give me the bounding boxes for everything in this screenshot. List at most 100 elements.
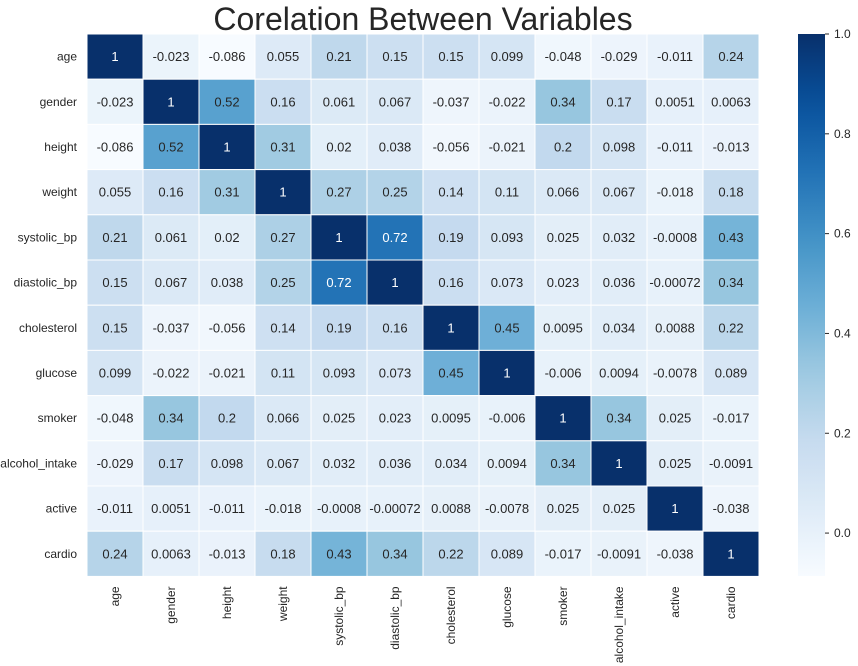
row-label: alcohol_intake: [0, 456, 77, 470]
heatmap-cell: [198, 395, 256, 442]
colorbar-gradient: [798, 34, 825, 576]
heatmap-cell: [86, 304, 144, 351]
heatmap-cell: [142, 33, 200, 80]
heatmap-cell: [590, 33, 648, 80]
cell-value-label: -0.017: [545, 546, 582, 561]
cell-value-label: 0.45: [494, 320, 519, 335]
cell-value-label: -0.011: [209, 501, 245, 516]
heatmap-cell: [478, 259, 536, 306]
cell-value-label: -0.086: [97, 140, 134, 155]
cell-value-label: 0.067: [379, 94, 412, 109]
cell-value-label: 0.25: [382, 185, 407, 200]
cell-value-label: 1: [279, 185, 286, 200]
column-label: weight: [276, 586, 290, 622]
heatmap-cell: [86, 33, 144, 80]
heatmap-cell: [646, 395, 704, 442]
heatmap-cell: [422, 123, 480, 171]
heatmap-cell: [590, 349, 648, 397]
heatmap-cell: [702, 349, 760, 397]
cell-value-label: -0.056: [433, 140, 470, 155]
cell-value-label: 0.17: [158, 456, 183, 471]
heatmap-cell: [366, 440, 424, 487]
heatmap-cell: [534, 304, 592, 351]
cell-value-label: 0.34: [718, 275, 743, 290]
cell-value-label: 0.098: [603, 140, 636, 155]
heatmap-cell: [198, 169, 256, 216]
cell-value-label: -0.048: [545, 49, 582, 64]
cell-value-label: 0.2: [554, 140, 572, 155]
heatmap-cell: [86, 78, 144, 125]
cell-value-label: 0.24: [718, 49, 743, 64]
cell-value-label: 0.067: [267, 456, 300, 471]
cell-value-label: -0.056: [209, 320, 246, 335]
heatmap-cell: [534, 169, 592, 216]
cell-value-label: -0.013: [209, 546, 246, 561]
cell-value-label: 0.72: [382, 230, 407, 245]
heatmap-cell: [534, 349, 592, 397]
cell-value-label: -0.021: [489, 140, 526, 155]
cell-value-label: 0.025: [547, 501, 580, 516]
cell-value-label: 0.16: [270, 94, 295, 109]
heatmap-cell: [310, 440, 368, 487]
cell-value-label: -0.037: [153, 320, 190, 335]
cell-value-label: 0.038: [211, 275, 244, 290]
row-label: gender: [40, 95, 77, 109]
cell-value-label: 0.02: [214, 230, 239, 245]
heatmap-cell: [590, 169, 648, 216]
cell-value-label: 0.025: [659, 456, 692, 471]
cell-value-label: 1: [727, 546, 734, 561]
cell-value-label: 0.45: [438, 366, 463, 381]
heatmap-cell: [422, 349, 480, 397]
heatmap-cell: [590, 78, 648, 125]
heatmap-cell: [198, 214, 256, 261]
cell-value-label: -0.006: [545, 366, 582, 381]
cell-value-label: 0.099: [99, 366, 132, 381]
heatmap-cell: [702, 485, 760, 532]
heatmap-cell: [702, 259, 760, 306]
heatmap-cell: [702, 169, 760, 216]
cell-value-label: 0.098: [211, 456, 244, 471]
cell-value-label: 0.023: [379, 411, 412, 426]
cell-value-label: 0.0051: [151, 501, 191, 516]
cell-value-label: 0.22: [438, 546, 463, 561]
heatmap-cell: [702, 123, 760, 171]
cell-value-label: 0.43: [326, 546, 351, 561]
cell-value-label: -0.022: [489, 94, 526, 109]
heatmap-cell: [366, 349, 424, 397]
heatmap-cell: [310, 395, 368, 442]
cell-value-label: 1: [671, 501, 678, 516]
cell-value-label: 1: [615, 456, 622, 471]
heatmap-cell: [198, 259, 256, 306]
heatmap-cell: [702, 214, 760, 261]
heatmap-cell: [142, 395, 200, 442]
cell-value-label: 0.27: [326, 185, 351, 200]
cell-value-label: 0.089: [491, 546, 524, 561]
heatmap-cell: [254, 530, 312, 577]
cell-value-label: 1: [111, 49, 118, 64]
column-labels: age gender height weight systolic_bp diastoli…: [108, 586, 738, 663]
cell-value-label: 0.43: [718, 230, 743, 245]
heatmap-cell: [310, 169, 368, 216]
column-label: smoker: [556, 586, 570, 625]
cell-value-label: -0.018: [657, 185, 694, 200]
cell-value-label: -0.037: [433, 94, 470, 109]
chart-title: Corelation Between Variables: [213, 1, 633, 37]
column-label: cholesterol: [444, 586, 458, 644]
heatmap-cell: [366, 214, 424, 261]
cell-value-label: -0.038: [713, 501, 750, 516]
heatmap-cell: [86, 123, 144, 171]
cell-value-label: 0.16: [438, 275, 463, 290]
cell-value-label: 0.19: [326, 320, 351, 335]
cell-value-label: 0.0094: [599, 366, 639, 381]
cell-value-label: 0.034: [603, 320, 636, 335]
cell-value-label: 0.21: [326, 49, 351, 64]
cell-value-label: 0.0063: [151, 546, 191, 561]
cell-value-label: 0.19: [438, 230, 463, 245]
heatmap-cell: [478, 33, 536, 80]
cell-value-label: 0.21: [102, 230, 127, 245]
cell-value-label: -0.00072: [649, 275, 700, 290]
colorbar: 0.0 0.2 0.4 0.6 0.8 1.0: [798, 27, 851, 576]
cell-value-label: -0.0008: [653, 230, 697, 245]
cell-value-label: 0.34: [550, 94, 575, 109]
